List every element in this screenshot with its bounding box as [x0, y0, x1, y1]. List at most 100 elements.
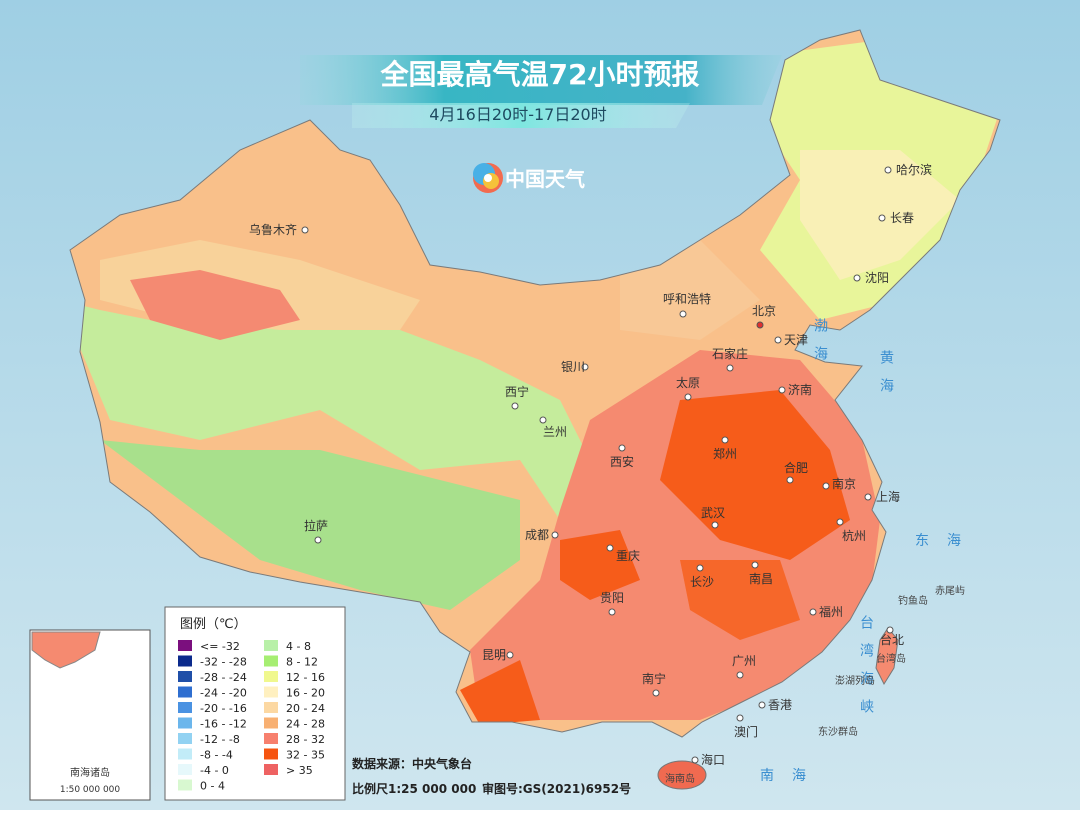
legend-swatch: [178, 702, 192, 713]
city-label: 长沙: [690, 575, 714, 589]
legend-label: -4 - 0: [200, 764, 229, 777]
city-label: 拉萨: [304, 518, 328, 533]
city-label: 乌鲁木齐: [249, 222, 297, 237]
inset-scale: 1:50 000 000: [60, 785, 121, 795]
city-dot: [301, 226, 309, 234]
legend-label: -28 - -24: [200, 671, 247, 684]
city-dot: [822, 482, 830, 490]
city-dot: [774, 336, 782, 344]
city-dot: [539, 416, 547, 424]
city-dot: [618, 444, 626, 452]
place-label: 海南岛: [665, 772, 695, 785]
legend-label: -20 - -16: [200, 702, 247, 715]
legend-swatch: [178, 686, 192, 698]
legend-label: > 35: [286, 764, 313, 777]
city-label: 杭州: [842, 528, 866, 543]
place-label: 台湾岛: [876, 652, 906, 665]
city-label: 济南: [788, 382, 812, 397]
legend-label: 4 - 8: [286, 640, 311, 653]
city-label: 银川: [561, 360, 585, 374]
city-label: 太原: [676, 375, 700, 390]
legend-label: -16 - -12: [200, 718, 247, 731]
legend-swatch: [264, 640, 278, 651]
legend-swatch: [178, 779, 192, 791]
city-dot: [758, 701, 766, 709]
sea-label: 台湾海峡: [858, 615, 874, 727]
city-label: 南京: [832, 476, 856, 491]
taiwan-island: [875, 627, 899, 686]
city-dot: [809, 608, 817, 616]
city-dot: [864, 493, 872, 501]
legend-swatch: [264, 717, 278, 729]
legend-swatch: [264, 764, 278, 775]
city-dot: [608, 608, 616, 616]
legend-swatch: [264, 655, 278, 667]
sea-label: 东海: [915, 533, 979, 549]
city-dot: [736, 714, 744, 722]
sea-label: 南海: [760, 768, 824, 784]
legend-label: 32 - 35: [286, 749, 325, 762]
legend-swatch: [264, 686, 278, 698]
city-dot: [886, 626, 894, 634]
legend-swatch: [264, 748, 278, 760]
legend-box: [164, 606, 346, 801]
city-dot: [786, 476, 794, 484]
city-dot: [581, 363, 589, 371]
logo-icon: [473, 163, 503, 193]
city-label: 哈尔滨: [896, 162, 932, 177]
legend-swatch: [178, 640, 192, 651]
city-label: 长春: [890, 211, 914, 225]
city-dot: [551, 531, 559, 539]
city-dot: [606, 544, 614, 552]
city-label: 台北: [880, 632, 904, 647]
city-label: 成都: [525, 528, 549, 542]
city-dot: [511, 402, 519, 410]
city-dot: [711, 521, 719, 529]
data-source: 数据来源：中央气象台: [352, 756, 472, 771]
city-label: 天津: [784, 333, 808, 347]
place-label: 澎湖列岛: [835, 674, 875, 687]
legend-label: 28 - 32: [286, 733, 325, 746]
city-dot: [736, 671, 744, 679]
legend-label: -24 - -20: [200, 687, 247, 700]
legend-label: 8 - 12: [286, 656, 318, 669]
city-label: 武汉: [701, 506, 725, 520]
city-label: 北京: [752, 304, 776, 318]
city-label: 广州: [732, 654, 756, 668]
sea-label: 黄海: [878, 349, 894, 406]
legend-swatch: [178, 748, 192, 760]
city-dot: [691, 756, 699, 764]
city-label: 贵阳: [600, 591, 624, 605]
legend-title: 图例（℃）: [180, 617, 247, 632]
legend-swatch: [178, 764, 192, 775]
city-dot: [314, 536, 322, 544]
city-dot: [696, 564, 704, 572]
legend-swatch: [178, 655, 192, 667]
city-label: 石家庄: [712, 346, 748, 361]
city-label: 重庆: [616, 549, 640, 563]
city-dot: [878, 214, 886, 222]
city-dot: [778, 386, 786, 394]
legend-swatch: [178, 733, 192, 744]
title-banner: [300, 55, 782, 105]
legend-swatch: [264, 733, 278, 744]
legend-label: 20 - 24: [286, 702, 325, 715]
city-label: 沈阳: [865, 270, 889, 285]
legend-swatch: [178, 671, 192, 682]
city-label: 郑州: [713, 446, 737, 461]
city-label: 呼和浩特: [663, 291, 711, 306]
logo-text: 中国天气: [505, 167, 585, 191]
city-label: 西宁: [505, 384, 529, 399]
inset-land: [31, 631, 101, 669]
city-label: 昆明: [482, 648, 506, 662]
legend-label: 24 - 28: [286, 718, 325, 731]
title: 全国最高气温72小时预报: [380, 58, 700, 91]
city-dot: [679, 310, 687, 318]
city-label: 南昌: [749, 571, 773, 586]
city-dot: [506, 651, 514, 659]
city-label: 兰州: [543, 425, 567, 439]
map-scale: 比例尺1:25 000 000: [352, 781, 476, 796]
city-dot: [836, 518, 844, 526]
sea-label: 渤海: [812, 318, 828, 374]
